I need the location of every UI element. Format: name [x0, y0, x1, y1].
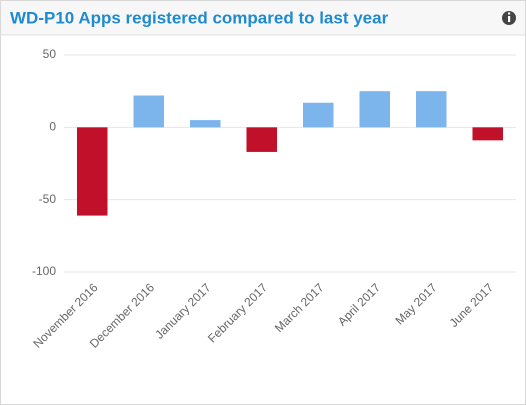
bar — [76, 127, 108, 216]
info-icon[interactable] — [502, 11, 516, 25]
bar — [246, 127, 278, 152]
y-tick-label: -100 — [32, 264, 56, 278]
bar — [302, 102, 334, 128]
bar — [415, 91, 447, 128]
y-tick-label: 0 — [49, 120, 56, 134]
bar — [472, 127, 504, 141]
panel-header — [1, 1, 525, 35]
chart-title: WD-P10 Apps registered compared to last … — [10, 8, 389, 27]
bar — [359, 91, 391, 128]
bar — [133, 95, 165, 128]
y-tick-label: -50 — [39, 192, 57, 206]
y-tick-label: 50 — [43, 47, 57, 61]
bar — [189, 120, 221, 128]
